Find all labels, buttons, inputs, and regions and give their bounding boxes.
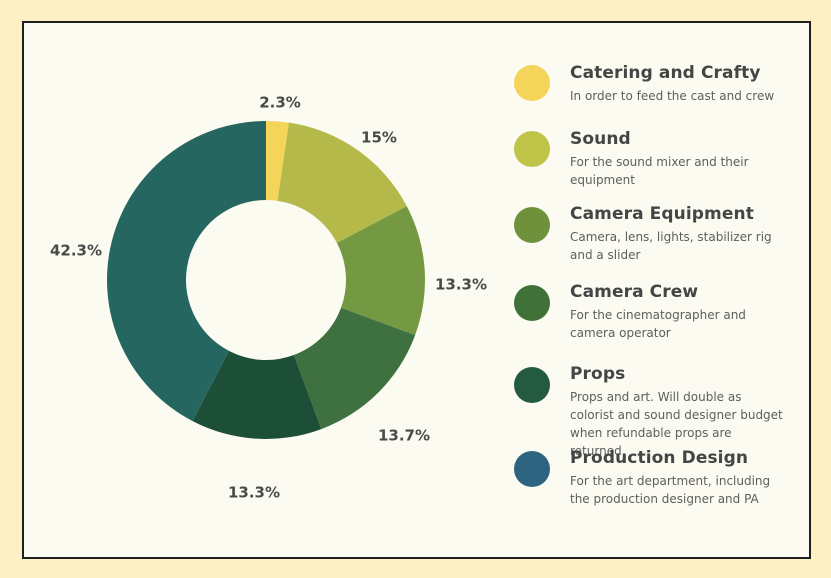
legend-swatch-camera-crew (514, 285, 550, 321)
slice-label-props: 13.3% (228, 484, 280, 502)
slice-props (192, 350, 322, 440)
slice-label-camera-crew: 13.7% (378, 427, 430, 445)
legend-desc-production-design: For the art department, including the pr… (570, 474, 771, 506)
legend-swatch-camera-equipment (514, 207, 550, 243)
legend-title-catering: Catering and Crafty (570, 63, 761, 83)
legend-desc-catering: In order to feed the cast and crew (570, 89, 775, 103)
slice-label-sound: 15% (361, 129, 397, 147)
slice-production-design (107, 121, 266, 421)
legend-swatch-props (514, 367, 550, 403)
legend-swatch-sound (514, 131, 550, 167)
slice-sound (277, 122, 407, 243)
legend-title-props: Props (570, 364, 626, 384)
slice-label-production-design: 42.3% (50, 242, 102, 260)
legend-desc-camera-crew: For the cinematographer and camera opera… (570, 308, 746, 340)
slice-label-camera-equipment: 13.3% (435, 276, 487, 294)
legend-desc-sound: For the sound mixer and their equipment (570, 155, 749, 187)
donut-chart: 2.3% 15% 13.3% 13.7% 13.3% 42.3% (50, 94, 487, 502)
legend-swatch-production-design (514, 451, 550, 487)
slice-catering-and-crafty (266, 121, 289, 201)
legend-swatch-catering (514, 65, 550, 101)
legend-title-camera-crew: Camera Crew (570, 282, 699, 302)
legend-title-production-design: Production Design (570, 448, 749, 468)
chart-panel: 2.3% 15% 13.3% 13.7% 13.3% 42.3% Catering and… (22, 21, 811, 559)
slice-camera-equipment (336, 206, 425, 336)
legend-title-sound: Sound (570, 129, 631, 149)
slice-camera-crew (293, 307, 416, 430)
slice-label-catering-and-crafty: 2.3% (259, 94, 301, 112)
legend-desc-camera-equipment: Camera, lens, lights, stabilizer rig and… (570, 230, 772, 262)
legend-desc-props: Props and art. Will double as colorist a… (570, 390, 783, 458)
legend-title-camera-equipment: Camera Equipment (570, 204, 754, 224)
